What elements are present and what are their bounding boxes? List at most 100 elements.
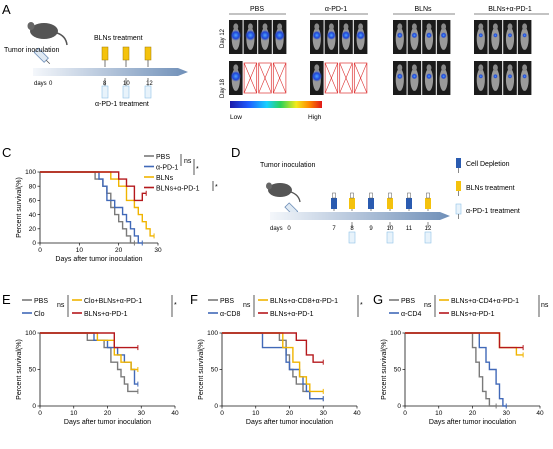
group-header-pbs: PBS [250, 6, 264, 13]
mouse-head [314, 64, 320, 72]
survival-chart-c: C 0 10 20 30 0 20 40 60 80 100 Days after tumor ino… [2, 145, 218, 263]
significance-label: ns [243, 302, 251, 309]
y-tick-label: 50 [394, 367, 402, 374]
anti-pd1-syringe-icon [386, 231, 394, 244]
series-line [405, 332, 524, 356]
mouse-silhouette [520, 27, 529, 50]
x-tick-label: 0 [403, 410, 407, 417]
x-tick-label: 40 [353, 410, 361, 417]
x-tick-label: 10 [435, 410, 443, 417]
tumor-inoculation-label-d: Tumor inoculation [260, 162, 315, 169]
legend-label: Clo+BLNs+α-PD-1 [84, 298, 142, 305]
significance-label: * [360, 302, 363, 309]
x-tick-label: 10 [252, 410, 260, 417]
y-tick-label: 0 [32, 240, 36, 247]
series-line [40, 332, 138, 349]
x-tick-label: 30 [503, 410, 511, 417]
blns-syringe-icon [387, 198, 393, 209]
mouse-head [426, 23, 432, 31]
mouse-silhouette [476, 68, 485, 91]
mouse-silhouette [395, 68, 404, 91]
mouse-silhouette [424, 27, 434, 50]
mouse-silhouette [395, 27, 404, 50]
blns-syringe-icon [425, 198, 431, 209]
tumor-signal [341, 30, 351, 40]
tumor-signal [493, 73, 498, 79]
y-tick-label: 0 [214, 403, 218, 410]
anti-pd1-syringe-icon [424, 231, 432, 244]
significance-label: * [174, 302, 177, 309]
x-tick-label: 20 [286, 410, 294, 417]
legend-anti-pd1-treatment: α-PD-1 treatment [466, 208, 520, 215]
legend-label: BLNs+α-PD-1 [451, 311, 495, 318]
significance-label: ns [57, 302, 65, 309]
group-header-blns-anti-pd1: BLNs+α-PD-1 [488, 6, 532, 13]
mouse-head [277, 23, 283, 31]
series-line [222, 332, 324, 400]
legend-cell-depletion: Cell Depletion [466, 161, 510, 168]
y-axis-label: Percent survival(%) [16, 339, 23, 400]
y-tick-label: 50 [211, 367, 219, 374]
depletion-syringe-icon [368, 198, 374, 209]
colorbar-low-label: Low [230, 114, 242, 121]
y-tick-label: 100 [25, 330, 36, 337]
y-axis-label: Percent survival(%) [381, 339, 388, 400]
day-tick-12-a: 12 [146, 81, 153, 87]
series-line [40, 171, 143, 244]
significance-label: ns [424, 302, 432, 309]
y-tick-label: 20 [29, 226, 37, 233]
legend-label: Clo [34, 311, 45, 318]
days-label-a: days [34, 81, 47, 87]
tumor-signal [440, 32, 447, 39]
x-tick-label: 40 [536, 410, 544, 417]
series-line [40, 332, 138, 371]
tumor-signal [478, 73, 484, 79]
panel-letter-f: F [190, 292, 198, 307]
tumor-signal [396, 73, 403, 80]
mouse-head [426, 64, 432, 72]
mouse-head [247, 23, 253, 31]
x-tick-label: 30 [320, 410, 328, 417]
syringe-plunger [407, 192, 411, 199]
y-axis-label: Percent survival(%) [198, 339, 205, 400]
day-ticks-d: 0 7 8 9 10 11 12 [287, 226, 432, 232]
x-axis-label: Days after tumor inoculation [64, 419, 151, 426]
panel-letter-a: A [2, 2, 11, 17]
colorbar [230, 101, 322, 108]
panel-a: A Tumor inoculation BLNs treatment days … [2, 2, 549, 121]
series-line [40, 171, 155, 237]
y-tick-label: 100 [390, 330, 401, 337]
panel-letter-c: C [2, 145, 11, 160]
y-tick-label: 60 [29, 198, 37, 205]
legend-label: α-PD-1 [156, 165, 178, 172]
legend-label: BLNs+α-CD4+α-PD-1 [451, 298, 519, 305]
mouse-head [262, 23, 268, 31]
x-tick-label: 30 [138, 410, 146, 417]
y-tick-label: 40 [29, 212, 37, 219]
legend-label: PBS [401, 298, 415, 305]
anti-pd1-syringe-icon [101, 78, 152, 99]
x-tick-label: 0 [38, 410, 42, 417]
day-tick-0-a: 0 [49, 81, 53, 87]
mouse-silhouette [410, 68, 419, 91]
legend-label: BLNs+α-PD-1 [270, 311, 314, 318]
deceased-cross [273, 62, 287, 94]
syringe-plunger [369, 192, 373, 199]
colorbar-high-label: High [308, 114, 322, 121]
mouse-head [328, 23, 334, 31]
tumor-signal [440, 73, 447, 80]
legend-label: PBS [220, 298, 234, 305]
blns-syringe-icon [101, 46, 152, 67]
mouse-silhouette [520, 68, 529, 91]
mouse-icon [265, 182, 301, 203]
tumor-signal [274, 29, 285, 41]
legend-blns-treatment: BLNs treatment [466, 185, 515, 192]
panel-letter-g: G [373, 292, 383, 307]
syringe-plunger [426, 192, 430, 199]
tumor-signal [426, 32, 432, 39]
day-tick-12-d: 12 [425, 226, 432, 232]
day-tick-9-d: 9 [369, 226, 373, 232]
syringe-plunger [388, 192, 392, 199]
day-tick-11-d: 11 [406, 226, 413, 232]
